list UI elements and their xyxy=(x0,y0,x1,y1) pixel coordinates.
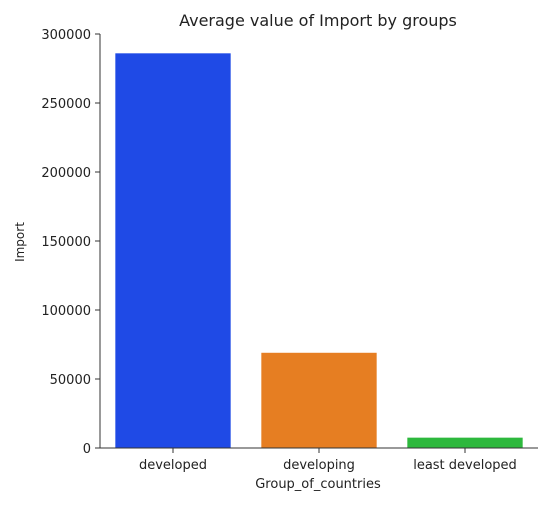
y-tick-label: 50000 xyxy=(50,373,91,388)
y-tick-label: 300000 xyxy=(41,28,91,43)
x-tick-label: developing xyxy=(283,458,355,473)
x-tick-label: developed xyxy=(139,458,207,473)
y-tick-label: 150000 xyxy=(41,235,91,250)
bar-developed xyxy=(115,53,231,448)
y-axis-label: Import xyxy=(13,222,27,262)
y-ticks-layer: 0 50000 100000 150000 200000 250000 300000 xyxy=(41,28,100,457)
y-tick-label: 100000 xyxy=(41,304,91,319)
x-tick-label: least developed xyxy=(413,458,517,473)
chart-title: Average value of Import by groups xyxy=(179,11,457,30)
x-ticks-layer: developed developing least developed xyxy=(139,448,517,473)
y-tick-label: 200000 xyxy=(41,166,91,181)
y-tick-label: 250000 xyxy=(41,97,91,112)
y-tick-label: 0 xyxy=(83,442,91,457)
bar-developing xyxy=(261,352,377,448)
x-axis-label: Group_of_countries xyxy=(255,477,381,492)
bar-least-developed xyxy=(407,437,523,448)
bars-layer xyxy=(115,53,523,448)
